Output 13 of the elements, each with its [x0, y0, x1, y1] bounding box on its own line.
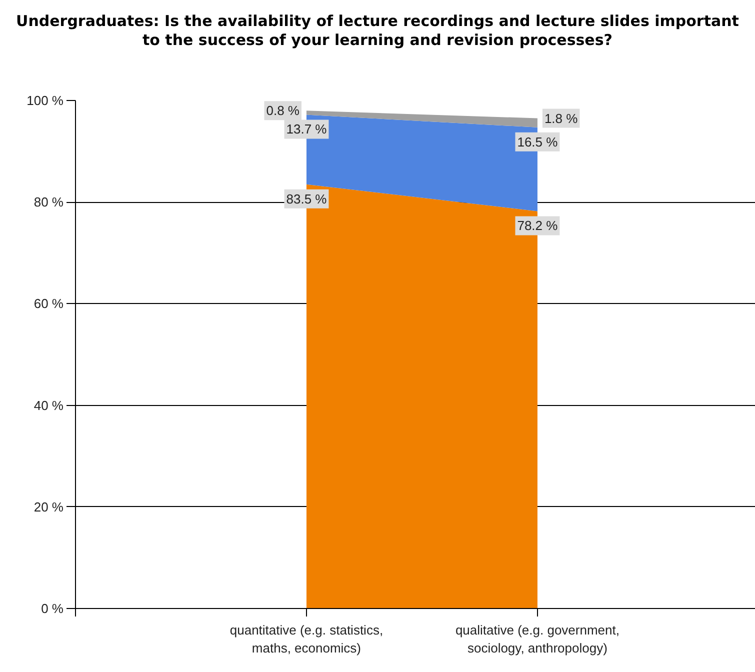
y-tick-label: 0 % [41, 601, 64, 616]
data-label: 83.5 % [286, 191, 328, 206]
x-tick-label: quantitative (e.g. statistics, maths, economics) [230, 622, 384, 656]
y-tick-label: 40 % [34, 398, 64, 413]
data-label: 78.2 % [517, 218, 558, 234]
y-tick-label: 60 % [34, 296, 64, 312]
y-tick-label: 100 % [26, 93, 64, 108]
x-tick-label: qualitative (e.g. government, sociology, anthropology) [455, 622, 620, 656]
y-tick-label: 80 % [34, 194, 64, 210]
data-label: 13.7 % [286, 122, 328, 137]
y-tick-label: 20 % [34, 499, 64, 514]
data-label: 16.5 % [517, 134, 558, 150]
chart-title: Undergraduates: Is the availability of lecture recordings and lecture slides important to the success of your learning and revision processes? [15, 12, 740, 50]
